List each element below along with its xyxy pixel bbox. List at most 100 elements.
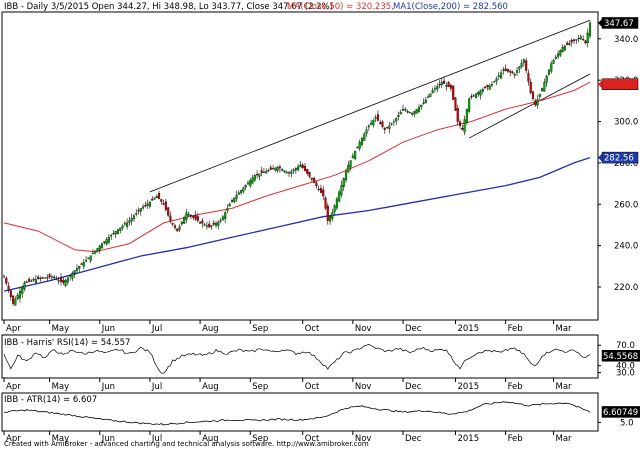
candle-body — [315, 182, 318, 187]
candle-body — [522, 59, 525, 63]
candle-body — [262, 171, 265, 173]
candle-body — [199, 221, 202, 224]
candle-body — [422, 102, 425, 104]
candle-body — [267, 170, 270, 172]
candle-body — [212, 222, 215, 225]
candle-body — [461, 128, 464, 130]
rsi-x-axis: Apr May Jun Jul Aug Sep Oct Nov Dec 2015 Feb Mar — [3, 378, 573, 392]
candle-body — [57, 280, 60, 282]
candle-body — [531, 91, 535, 99]
candle-body — [50, 276, 53, 278]
candle-body — [121, 225, 124, 229]
candle-body — [294, 168, 297, 171]
candle-body — [28, 278, 31, 282]
candle-body — [203, 224, 206, 226]
candle-body — [518, 66, 521, 70]
candle-body — [244, 185, 247, 188]
candle-body — [178, 226, 181, 230]
candle-body — [269, 167, 272, 170]
candle-body — [458, 121, 462, 126]
candle-body — [579, 36, 582, 40]
last-price-badge-pointer — [598, 18, 602, 27]
candle-body — [18, 290, 22, 299]
candle-body — [351, 155, 354, 159]
candle-body — [365, 129, 368, 134]
candle-body — [374, 117, 377, 119]
candle-body — [100, 243, 104, 249]
candle-body — [130, 218, 133, 222]
candle-body — [240, 190, 243, 194]
x-tick-label-oct: Oct — [305, 382, 320, 392]
candle-body — [525, 60, 528, 71]
candle-body — [502, 69, 505, 71]
atr-y-tick-label: 5.0 — [620, 418, 634, 428]
candle-body — [406, 111, 409, 113]
x-tick-label-mar: Mar — [556, 324, 573, 334]
candle-body — [5, 278, 8, 284]
candle-body — [37, 276, 40, 279]
candle-body — [584, 40, 587, 44]
ma50-badge-pointer — [598, 80, 602, 89]
candle-body — [2, 276, 6, 278]
candle-body — [322, 189, 325, 197]
candle-body — [479, 90, 482, 96]
candle-body — [381, 121, 384, 127]
candle-body — [128, 220, 131, 223]
candle-body — [474, 93, 478, 98]
ma200-badge-pointer — [598, 153, 602, 162]
candle-body — [490, 84, 494, 86]
candle-body — [472, 95, 475, 97]
candle-body — [219, 220, 222, 222]
candle-body — [552, 60, 555, 64]
candle-body — [114, 230, 117, 235]
candle-body — [32, 278, 35, 281]
candle-body — [306, 169, 309, 174]
candle-body — [249, 180, 252, 187]
candle-body — [16, 295, 19, 300]
candle-body — [511, 71, 514, 74]
candle-body — [456, 108, 459, 122]
candle-body — [449, 84, 452, 89]
candle-body — [43, 277, 47, 279]
atr-panel: 5.06.60749 IBB - ATR(14) = 6.607 — [1, 392, 640, 432]
candle-body — [303, 165, 307, 171]
candle-body — [397, 115, 400, 118]
price-y-tick-label: 240.0 — [614, 242, 638, 252]
candle-body — [534, 100, 537, 106]
candle-body — [488, 85, 491, 90]
candle-body — [217, 221, 220, 226]
atr-badge-bg — [601, 406, 640, 418]
candle-body — [297, 166, 300, 170]
candle-body — [429, 93, 432, 97]
candle-body — [436, 86, 439, 90]
candle-body — [189, 214, 193, 217]
candle-body — [317, 188, 320, 191]
candle-body — [586, 32, 589, 44]
candle-body — [342, 178, 345, 187]
candle-body — [559, 50, 562, 56]
candle-body — [14, 299, 17, 306]
x-tick-label-2015: 2015 — [457, 382, 479, 392]
candle-body — [486, 84, 489, 87]
candle-body — [164, 201, 167, 210]
candle-body — [529, 82, 532, 93]
candle-body — [536, 99, 539, 106]
x-tick-label-jul: Jul — [151, 324, 162, 334]
candle-body — [23, 282, 26, 290]
candle-body — [452, 85, 455, 100]
candle-body — [568, 43, 571, 45]
candle-body — [237, 192, 240, 195]
candle-body — [235, 195, 238, 199]
candle-body — [78, 266, 81, 269]
candle-body — [162, 203, 165, 205]
price-y-tick-label: 220.0 — [614, 283, 638, 293]
candle-body — [376, 114, 379, 121]
candle-body — [107, 237, 110, 243]
candle-body — [210, 225, 213, 227]
price-header-ma200: MA1(Close,200) = 282.560 — [393, 2, 508, 12]
candle-body — [192, 215, 195, 218]
x-tick-label-mar: Mar — [556, 382, 573, 392]
rsi-y-tick-label: 30.0 — [616, 369, 635, 379]
candle-body — [230, 199, 234, 202]
